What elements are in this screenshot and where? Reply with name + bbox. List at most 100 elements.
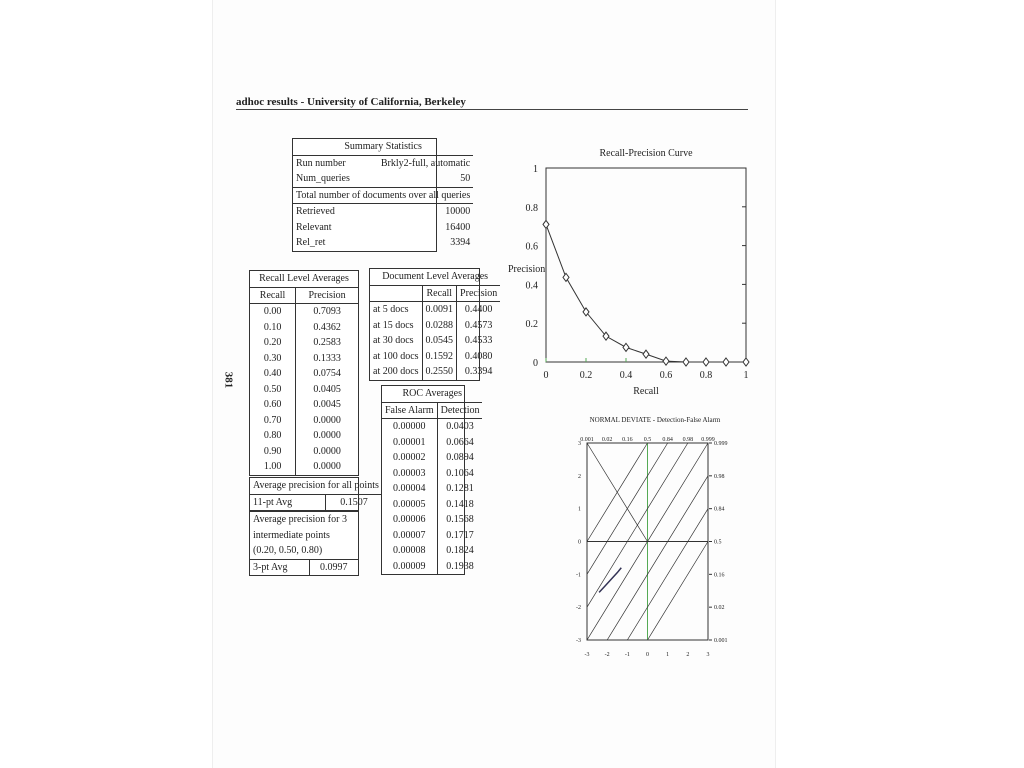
nd-x-tick-label: 2 xyxy=(686,652,689,658)
summary-statistics-table: Summary Statistics Run number Brkly2-full… xyxy=(292,138,474,252)
nd-right-tick-label: 0.16 xyxy=(714,572,725,578)
page-number: 381 xyxy=(222,371,235,389)
table-cell: at 100 docs xyxy=(373,350,419,362)
col-precision: Precision xyxy=(295,287,358,304)
rp-x-tick-label: 0 xyxy=(544,370,549,381)
nd-top-tick-label: 0.5 xyxy=(644,437,652,443)
rp-data-point xyxy=(722,357,730,367)
rp-data-point xyxy=(702,357,710,367)
rp-y-tick-label: 1 xyxy=(533,164,538,175)
nd-top-tick-label: 0.999 xyxy=(701,437,715,443)
rp-data-point xyxy=(662,356,670,366)
roc-col-det: Detection xyxy=(436,402,483,419)
rp-series-line xyxy=(545,224,746,363)
relret-label: Rel_ret xyxy=(296,237,326,249)
table-row: 0.90 0.0000 xyxy=(250,443,358,459)
col-recall: Recall xyxy=(259,289,286,301)
table-cell: 0.00004 xyxy=(393,483,426,495)
queries-label: Num_queries xyxy=(296,173,350,185)
document-level-table: Document Level Averages Recall Precision … xyxy=(369,268,501,381)
table-row: 0.00001 0.0664 xyxy=(382,434,483,450)
table-cell: 0.4400 xyxy=(456,301,501,318)
nd-right-tick-label: 0.98 xyxy=(714,474,725,480)
recall-table-title: Recall Level Averages xyxy=(259,273,349,285)
nd-grid-diagonal xyxy=(627,508,709,641)
table-row: 0.00008 0.1824 xyxy=(382,543,483,559)
table-cell: 0.00002 xyxy=(393,452,426,464)
nd-grid-diagonal xyxy=(586,442,648,542)
nd-right-tick-label: 0.02 xyxy=(714,605,725,611)
nd-x-tick-label: -2 xyxy=(605,652,610,658)
table-cell: 0.0403 xyxy=(436,418,483,435)
table-row: 0.00 0.7093 xyxy=(250,303,358,320)
nd-y-tick-label: 3 xyxy=(578,441,581,447)
table-cell: 0.00000 xyxy=(393,421,426,433)
table-cell: at 15 docs xyxy=(373,319,414,331)
rp-data-point xyxy=(562,272,570,283)
table-cell: 0.3394 xyxy=(456,364,501,380)
nd-y-tick-label: 0 xyxy=(578,540,581,546)
avg3-label-2: intermediate points xyxy=(253,529,330,541)
table-cell: 0.00008 xyxy=(393,545,426,557)
table-cell: 0.7093 xyxy=(295,303,358,320)
avg-3pt-box: Average precision for 3 intermediate poi… xyxy=(249,511,359,576)
avg-all-label: Average precision for all points xyxy=(253,480,379,492)
table-cell: 0.1064 xyxy=(436,465,483,481)
rp-y-tick-label: 0.4 xyxy=(526,280,539,291)
nd-top-tick-label: 0.02 xyxy=(602,437,613,443)
rp-y-tick-label: 0.6 xyxy=(526,242,539,253)
total-label: Total number of documents over all queri… xyxy=(296,189,471,201)
table-row: 0.00007 0.1717 xyxy=(382,527,483,543)
roc-col-fa: False Alarm xyxy=(385,404,434,416)
nd-roc-curve xyxy=(598,567,622,593)
nd-x-tick-label: 3 xyxy=(707,652,710,658)
table-cell: 0.80 xyxy=(263,430,282,442)
rp-data-point xyxy=(682,357,690,367)
relevant-label: Relevant xyxy=(296,221,332,233)
table-row: 0.00006 0.1568 xyxy=(382,512,483,528)
nd-x-tick-label: -3 xyxy=(585,652,590,658)
rp-data-point xyxy=(622,342,630,353)
table-cell: 0.40 xyxy=(263,368,282,380)
table-cell: 0.50 xyxy=(263,383,282,395)
table-row: 0.20 0.2583 xyxy=(250,335,358,351)
table-cell: 0.30 xyxy=(263,352,282,364)
relevant-value: 16400 xyxy=(445,221,471,233)
rp-data-point xyxy=(642,349,650,359)
run-label: Run number xyxy=(296,157,346,169)
pt3-label: 3-pt Avg xyxy=(253,561,288,573)
table-row: 0.00005 0.1418 xyxy=(382,496,483,512)
table-cell: 0.60 xyxy=(263,399,282,411)
table-cell: 0.4533 xyxy=(456,333,501,349)
rp-title: Recall-Precision Curve xyxy=(599,148,693,159)
table-cell: 0.1281 xyxy=(436,481,483,497)
table-cell: at 5 docs xyxy=(373,304,409,316)
table-row: 0.50 0.0405 xyxy=(250,381,358,397)
table-cell: 0.0288 xyxy=(421,317,457,333)
table-cell: 0.4080 xyxy=(456,348,501,364)
table-row: 1.00 0.0000 xyxy=(250,459,358,475)
pt11-label: 11-pt Avg xyxy=(253,496,293,508)
table-row: 0.60 0.0045 xyxy=(250,397,358,413)
table-cell: 0.2583 xyxy=(295,335,358,351)
rp-y-tick-label: 0.2 xyxy=(526,319,539,330)
table-cell: 0.1568 xyxy=(436,512,483,528)
doc-col-recall: Recall xyxy=(421,285,457,302)
table-cell: 0.2550 xyxy=(421,364,457,380)
table-row: at 100 docs 0.1592 0.4080 xyxy=(370,348,501,364)
nd-x-tick-label: 0 xyxy=(646,652,649,658)
table-cell: 0.0664 xyxy=(436,434,483,450)
table-cell: 0.70 xyxy=(263,414,282,426)
nd-right-tick-label: 0.84 xyxy=(714,507,725,513)
table-cell: 0.00006 xyxy=(393,514,426,526)
rp-xlabel: Recall xyxy=(633,386,659,397)
table-row: at 5 docs 0.0091 0.4400 xyxy=(370,301,501,318)
relret-value: 3394 xyxy=(450,237,471,249)
table-row: at 200 docs 0.2550 0.3394 xyxy=(370,364,501,380)
nd-top-tick-label: 0.16 xyxy=(622,437,633,443)
table-cell: 0.0000 xyxy=(295,459,358,475)
table-cell: 0.1938 xyxy=(436,558,483,574)
table-row: 0.30 0.1333 xyxy=(250,350,358,366)
table-cell: 0.00 xyxy=(263,306,282,318)
nd-right-tick-label: 0.999 xyxy=(714,441,728,447)
